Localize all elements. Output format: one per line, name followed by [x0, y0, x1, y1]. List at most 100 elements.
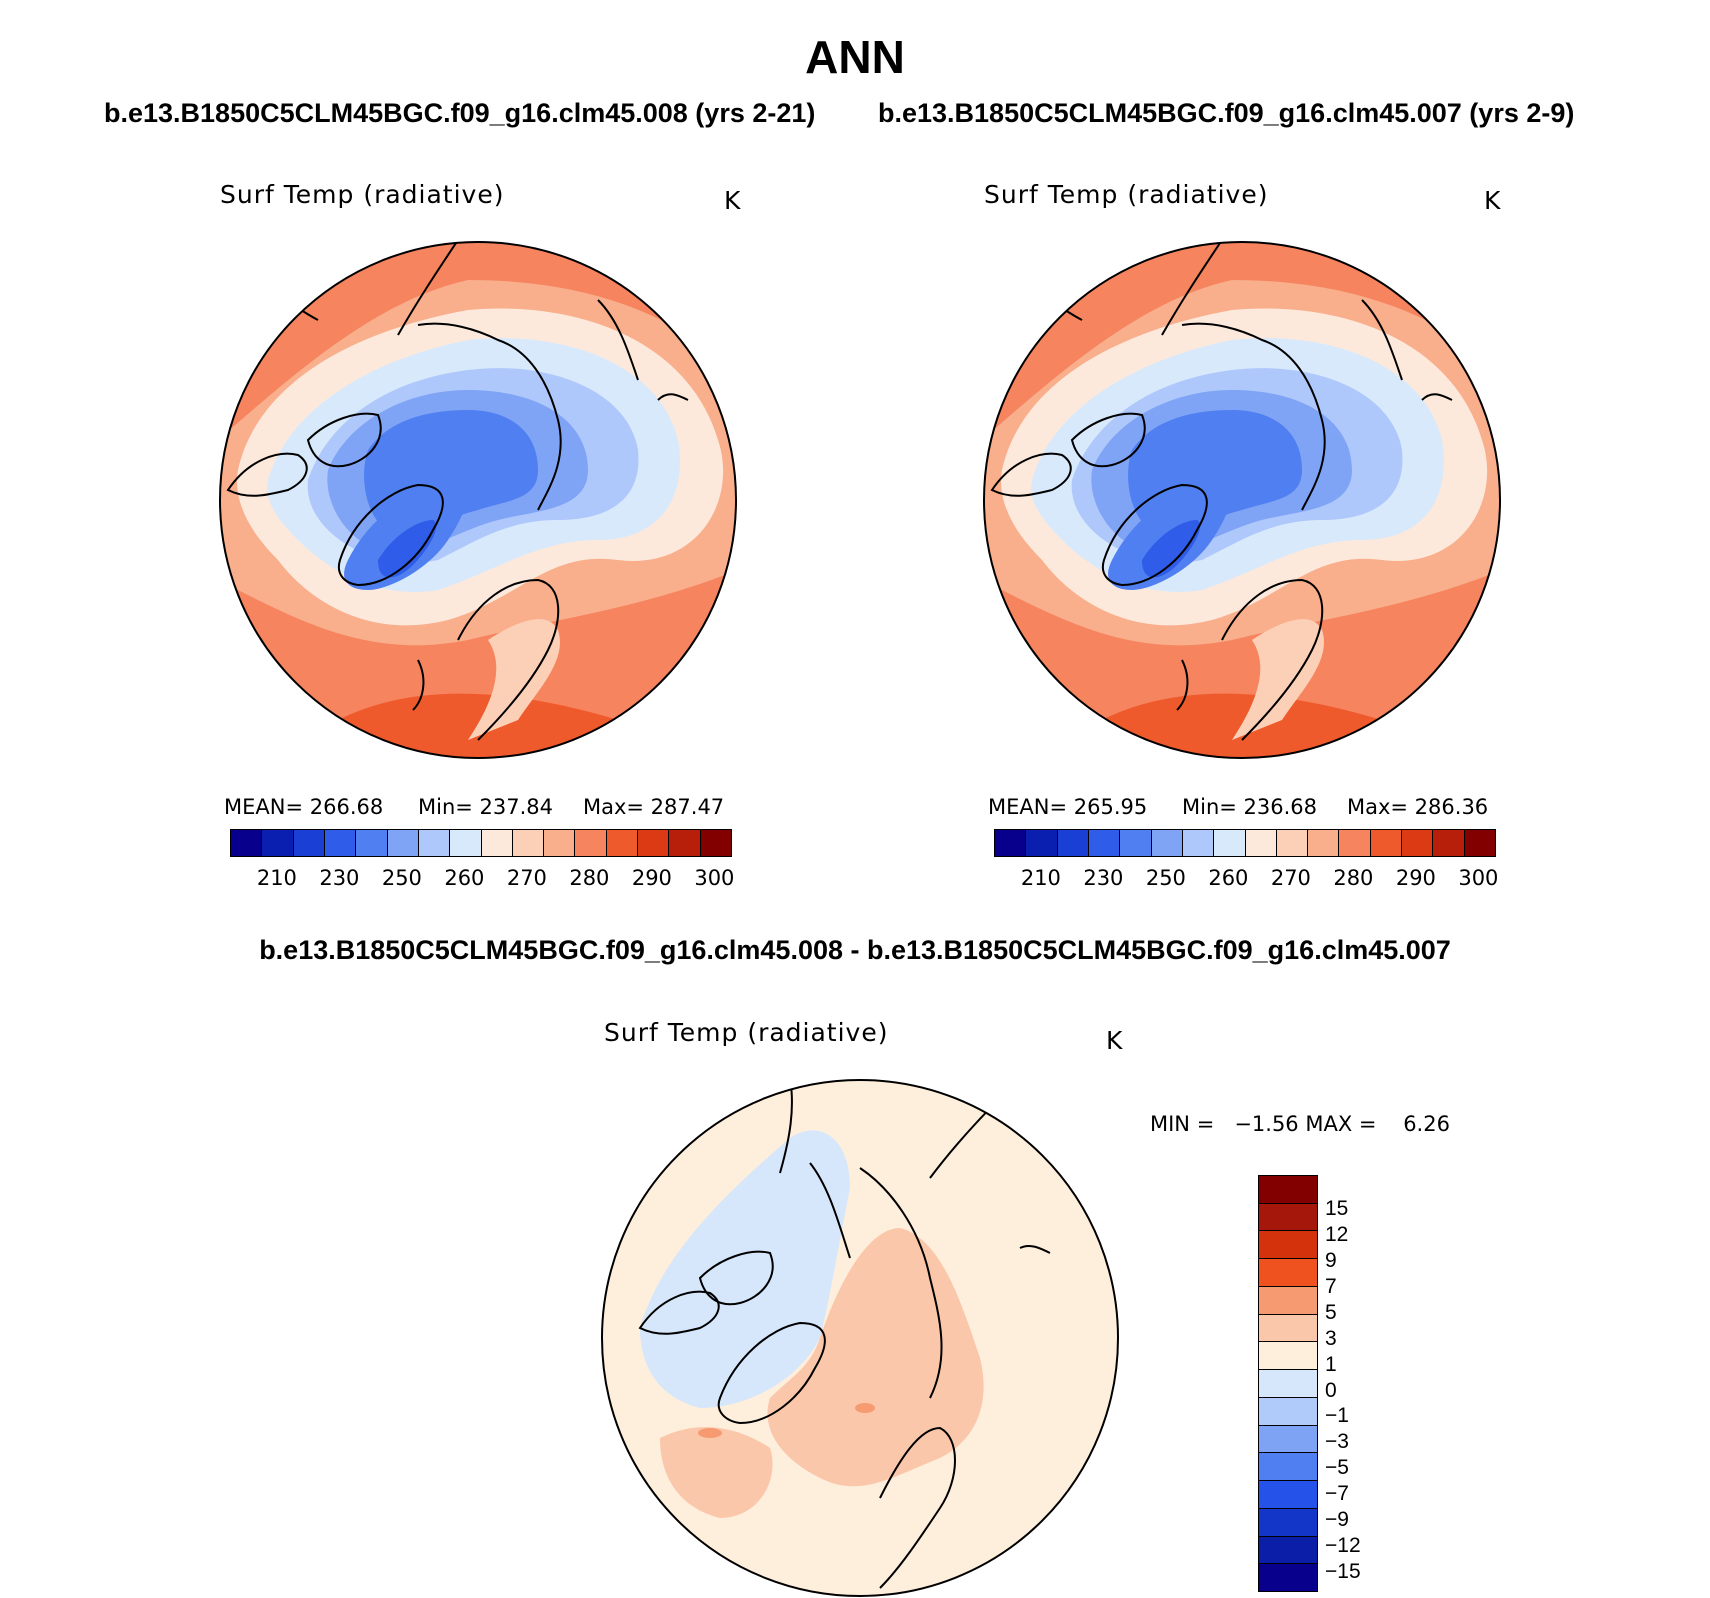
colorbar-tick-label: −12	[1325, 1534, 1361, 1558]
colorbar-swatch	[1259, 1342, 1317, 1371]
colorbar-tick-label: −3	[1325, 1430, 1349, 1454]
colorbar-swatch	[1259, 1564, 1317, 1592]
colorbar-tick-label: 270	[506, 866, 547, 890]
panel1-greenland-core	[378, 520, 437, 578]
colorbar-swatch	[1259, 1259, 1317, 1287]
panel2-pacific-warm	[984, 242, 1500, 440]
panel1-atlantic-warm	[220, 570, 736, 758]
colorbar-tick-label: 270	[1270, 866, 1311, 890]
colorbar-swatch	[606, 830, 639, 856]
panel2-greenland-core	[1142, 520, 1201, 578]
diff-min-max: MIN = −1.56 MAX = 6.26	[1150, 1112, 1450, 1136]
colorbar-swatch	[356, 830, 388, 856]
colorbar-tick-label: 15	[1325, 1196, 1349, 1220]
diff-negative-region	[640, 1130, 850, 1408]
colorbar-swatch	[1057, 830, 1089, 856]
colorbar-tick-label: 3	[1325, 1326, 1337, 1350]
colorbar-swatch	[638, 830, 670, 856]
panel1-mean: MEAN= 266.68	[224, 795, 384, 819]
colorbar-swatch	[1259, 1481, 1317, 1509]
panel2-scandinavia-region	[1232, 619, 1324, 740]
colorbar-tick-label: 280	[1333, 866, 1374, 890]
colorbar-swatch	[1259, 1397, 1317, 1426]
colorbar-tick-label: 290	[631, 866, 672, 890]
colorbar-swatch	[450, 830, 482, 856]
colorbar-tick-label: 5	[1325, 1300, 1337, 1324]
colorbar-swatch	[1151, 830, 1183, 856]
colorbar-swatch	[512, 830, 545, 856]
colorbar-tick-label: 210	[256, 866, 297, 890]
colorbar-swatch	[1245, 830, 1277, 856]
panel2-variable-title: Surf Temp (radiative)	[984, 180, 1269, 209]
main-title: ANN	[805, 31, 905, 83]
panel1-scandinavia-region	[468, 619, 560, 740]
colorbar-tick-label: −7	[1325, 1482, 1349, 1506]
colorbar-swatch	[1276, 830, 1309, 856]
panel1-colorbar	[230, 829, 732, 857]
panel2-units: K	[1484, 186, 1501, 215]
colorbar-swatch	[293, 830, 325, 856]
colorbar-swatch	[1088, 830, 1121, 856]
colorbar-tick-label: 0	[1325, 1378, 1337, 1402]
colorbar-tick-label: 300	[1458, 866, 1499, 890]
colorbar-tick-label: 260	[444, 866, 485, 890]
colorbar-swatch	[1259, 1176, 1317, 1204]
colorbar-tick-label: 260	[1208, 866, 1249, 890]
colorbar-tick-label: −15	[1325, 1560, 1361, 1584]
diff-atlantic-positive	[660, 1427, 773, 1518]
colorbar-tick-label: 250	[381, 866, 422, 890]
colorbar-tick-label: 210	[1020, 866, 1061, 890]
diff-units: K	[1106, 1026, 1123, 1055]
panel2-map-border	[983, 241, 1501, 759]
colorbar-swatch	[1182, 830, 1215, 856]
colorbar-swatch	[1433, 830, 1465, 856]
diff-colorbar	[1258, 1175, 1318, 1592]
colorbar-tick-label: 280	[569, 866, 610, 890]
case1-subtitle: b.e13.B1850C5CLM45BGC.f09_g16.clm45.008 …	[104, 98, 816, 128]
diff-warm-spot-2	[698, 1428, 722, 1438]
colorbar-tick-label: 230	[1083, 866, 1124, 890]
colorbar-swatch	[1214, 830, 1246, 856]
diff-colorbar-ticks: 15 12 9 7 5 3 1 0 −1 −3 −5 −7 −9 −12 −15	[1325, 1175, 1445, 1590]
panel1-max: Max= 287.47	[583, 795, 725, 819]
diff-variable-title: Surf Temp (radiative)	[604, 1018, 889, 1047]
colorbar-tick-label: −1	[1325, 1404, 1349, 1428]
colorbar-tick-label: 12	[1325, 1222, 1349, 1246]
colorbar-swatch	[700, 830, 731, 856]
panel1-variable-title: Surf Temp (radiative)	[220, 180, 505, 209]
colorbar-swatch	[995, 830, 1027, 856]
colorbar-swatch	[1259, 1536, 1317, 1565]
panel2-colorbar-ticks: 210 230 250 260 270 280 290 300	[994, 866, 1499, 892]
colorbar-swatch	[1259, 1508, 1317, 1537]
colorbar-tick-label: 7	[1325, 1274, 1337, 1298]
colorbar-swatch	[1339, 830, 1371, 856]
panel2-atlantic-warm	[984, 570, 1500, 758]
panel1-colorbar-ticks: 210 230 250 260 270 280 290 300	[230, 866, 735, 892]
colorbar-swatch	[1259, 1453, 1317, 1482]
colorbar-tick-label: 230	[319, 866, 360, 890]
panel2-polar-map	[983, 241, 1501, 759]
diff-positive-region	[767, 1228, 984, 1487]
colorbar-tick-label: −5	[1325, 1456, 1349, 1480]
colorbar-swatch	[1259, 1314, 1317, 1343]
colorbar-swatch	[387, 830, 419, 856]
colorbar-swatch	[324, 830, 357, 856]
colorbar-swatch	[1120, 830, 1152, 856]
colorbar-tick-label: −9	[1325, 1508, 1349, 1532]
colorbar-swatch	[1259, 1425, 1317, 1454]
colorbar-swatch	[262, 830, 294, 856]
colorbar-swatch	[1370, 830, 1403, 856]
panel2-colorbar	[994, 829, 1496, 857]
panel1-polar-map	[219, 241, 737, 759]
panel1-map-border	[219, 241, 737, 759]
colorbar-tick-label: 1	[1325, 1352, 1337, 1376]
colorbar-swatch	[1259, 1370, 1317, 1398]
case2-subtitle: b.e13.B1850C5CLM45BGC.f09_g16.clm45.007 …	[878, 98, 1575, 128]
panel2-min: Min= 236.68	[1182, 795, 1318, 819]
colorbar-swatch	[1464, 830, 1495, 856]
panel1-min: Min= 237.84	[418, 795, 554, 819]
diff-coastlines	[638, 1080, 1051, 1589]
colorbar-swatch	[1308, 830, 1340, 856]
colorbar-swatch	[481, 830, 513, 856]
colorbar-tick-label: 300	[694, 866, 735, 890]
